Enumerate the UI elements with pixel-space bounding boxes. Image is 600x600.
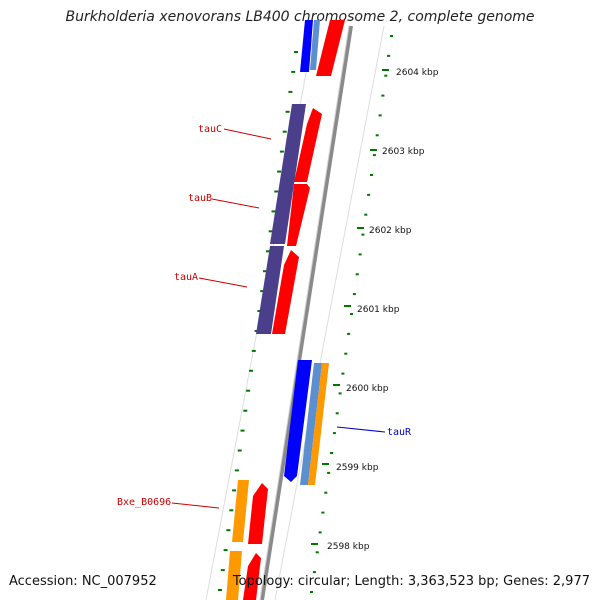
ruler-labels: 2604 kbp 2603 kbp 2602 kbp 2601 kbp 2600…: [327, 68, 439, 552]
gene-tauB-purple: [256, 246, 284, 334]
gene-red-bottom: [243, 553, 261, 600]
ruler-label: 2604 kbp: [396, 68, 439, 78]
topology-text: Topology: circular; Length: 3,363,523 bp…: [232, 574, 590, 589]
gene-tauR-orange: [308, 363, 329, 485]
gene-bxe-red: [248, 483, 268, 544]
gene-blue-top: [300, 20, 313, 72]
ruler-label: 2601 kbp: [357, 305, 400, 315]
ruler-label: 2599 kbp: [336, 463, 379, 473]
gene-tauR-blue: [284, 360, 312, 482]
gene-label-tauA: tauA: [174, 272, 198, 283]
gene-label-leaders: [171, 128, 386, 509]
tauA-leader: [198, 277, 248, 288]
backbone-line: [260, 25, 353, 600]
ruler-label: 2603 kbp: [382, 147, 425, 157]
tauC-leader: [223, 128, 272, 140]
ruler-label: 2602 kbp: [369, 226, 412, 236]
backbone-outline-right: [274, 25, 385, 600]
gene-steelblue-top: [310, 20, 320, 70]
outer-dotted-track: [310, 35, 393, 593]
gene-label-bxe-b0696: Bxe_B0696: [117, 497, 171, 508]
ruler-major-ticks: [311, 69, 389, 545]
gene-label-tauC: tauC: [198, 124, 222, 135]
gene-label-tauR: tauR: [387, 427, 412, 438]
gene-red-top: [316, 20, 345, 76]
ruler-label: 2598 kbp: [327, 542, 370, 552]
gene-red-2: [294, 108, 322, 182]
gene-label-tauB: tauB: [188, 193, 212, 204]
gene-tauC-purple: [270, 104, 306, 244]
accession-text: Accession: NC_007952: [9, 574, 157, 589]
gene-tauR-steelblue: [300, 363, 322, 485]
backbone-highlight: [259, 25, 350, 600]
tauB-leader: [211, 198, 260, 209]
ruler-label: 2600 kbp: [346, 384, 389, 394]
bxe-leader: [171, 502, 220, 509]
gene-red-3: [287, 184, 310, 246]
gene-bxe-orange: [232, 480, 249, 542]
gene-orange-bottom: [226, 551, 242, 600]
map-title: Burkholderia xenovorans LB400 chromosome…: [65, 9, 535, 25]
gene-arrows: [226, 20, 345, 600]
gene-labels: tauC tauB tauA tauR Bxe_B0696: [117, 124, 412, 508]
gene-red-4: [272, 250, 299, 334]
tauR-leader: [336, 426, 386, 433]
